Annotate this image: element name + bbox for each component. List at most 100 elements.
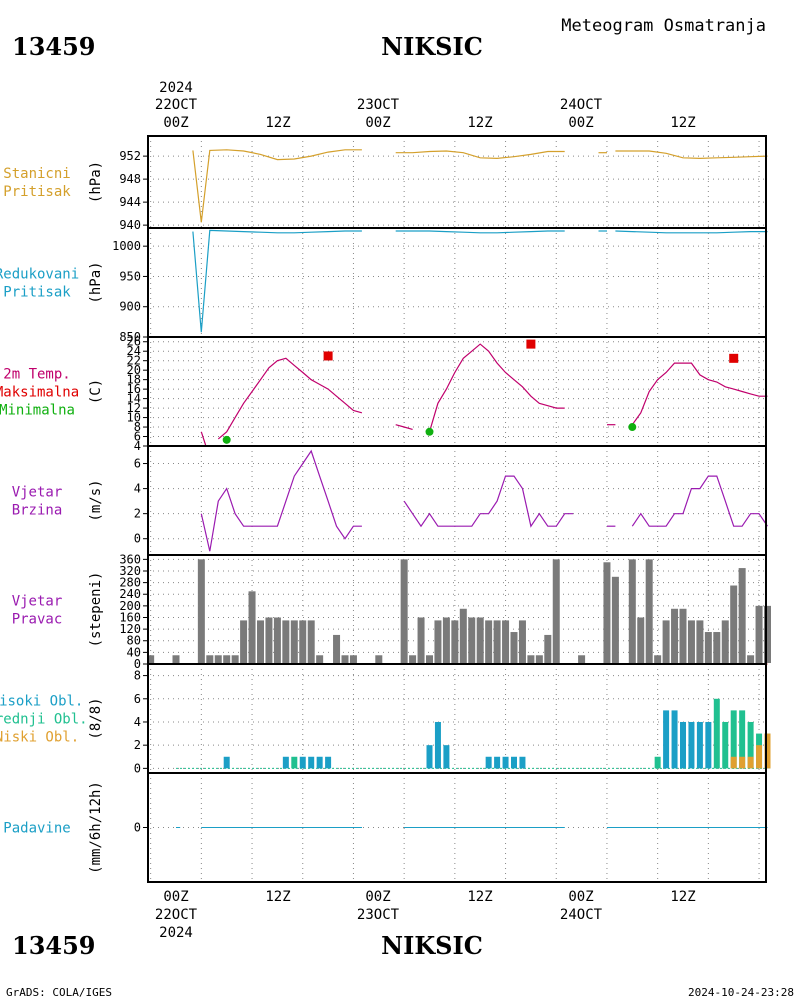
bottom-hour-2: 12Z — [265, 889, 290, 905]
top-date-2: 23OCT — [357, 97, 400, 113]
y-tick-label: 940 — [119, 218, 141, 232]
footer-timestamp: 2024-10-24-23:28 — [688, 986, 794, 999]
panel-labels: 940 944 948 952 Stanicni Pritisak (hPa) 850 900 9… — [0, 149, 141, 874]
direction-bar — [307, 620, 315, 663]
series-line — [192, 229, 362, 333]
y-tick-label: 8 — [134, 669, 141, 683]
panel-oblaci — [176, 698, 771, 769]
direction-bar — [747, 655, 755, 663]
cloud-bar — [519, 756, 526, 769]
direction-bar — [578, 655, 586, 663]
min-temp-marker — [628, 423, 637, 432]
y-tick-label: 950 — [119, 269, 141, 283]
y-tick-label: 18 — [127, 373, 141, 387]
panel-redukovani — [192, 229, 768, 333]
series-line — [615, 230, 768, 234]
direction-bar — [671, 608, 679, 663]
bottom-date-2: 23OCT — [357, 907, 400, 923]
bottom-date-3: 24OCT — [560, 907, 603, 923]
station-id-bottom: 13459 — [12, 931, 96, 960]
cloud-bar — [764, 733, 771, 769]
station-name-bottom: NIKSIC — [381, 931, 483, 960]
y-tick-label: 1000 — [112, 239, 141, 253]
direction-bar — [240, 620, 248, 663]
panel-label-line: Srednji Obl. — [0, 712, 88, 728]
chart-subtitle: Meteogram Osmatranja — [561, 16, 766, 36]
direction-bar — [341, 655, 349, 663]
min-temp-marker — [222, 435, 231, 444]
y-tick-label: 280 — [119, 576, 141, 590]
top-hour-4: 12Z — [467, 115, 492, 131]
panel-label-line: Vjetar — [12, 594, 63, 610]
y-tick-label: 6 — [134, 430, 141, 444]
cloud-bar — [663, 710, 670, 769]
top-date-1: 22OCT — [155, 97, 198, 113]
direction-bar — [535, 655, 543, 663]
panel-label-line: Pravac — [12, 612, 63, 628]
direction-bar — [764, 605, 771, 663]
direction-bar — [375, 655, 383, 663]
direction-bar — [273, 617, 281, 663]
cloud-bar — [739, 710, 746, 769]
cloud-bar — [671, 710, 678, 769]
bottom-date-1: 22OCT — [155, 907, 198, 923]
panel-unit-label: (m/s) — [88, 479, 104, 521]
direction-bar — [730, 585, 738, 663]
cloud-bar — [308, 756, 315, 769]
y-tick-label: 850 — [119, 330, 141, 344]
panel-dividers — [148, 227, 766, 774]
panel-label-line: Minimalna — [0, 403, 75, 419]
panel-label-line: Pritisak — [3, 184, 71, 200]
y-tick-label: 8 — [134, 420, 141, 434]
max-temp-marker — [729, 353, 739, 363]
panel-unit-label: (hPa) — [88, 261, 104, 303]
panel-label-line: 2m Temp. — [3, 367, 70, 383]
direction-bar — [502, 620, 510, 663]
y-tick-label: 40 — [127, 645, 141, 659]
direction-bar — [662, 620, 670, 663]
direction-bar — [679, 608, 687, 663]
bottom-hour-5: 00Z — [568, 889, 593, 905]
y-tick-label: 26 — [127, 335, 141, 349]
direction-bar — [349, 655, 357, 663]
direction-bar — [206, 655, 214, 663]
panel-label-line: Visoki Obl. — [0, 694, 83, 710]
panel-unit-label: (8/8) — [88, 697, 104, 739]
cloud-bar — [688, 721, 695, 769]
direction-bar — [518, 620, 526, 663]
plot-marks — [147, 149, 771, 828]
cloud-bar — [730, 756, 737, 769]
y-tick-label: 20 — [127, 363, 141, 377]
y-tick-label: 80 — [127, 634, 141, 648]
cloud-bar — [291, 756, 298, 769]
panel-pravac — [147, 559, 771, 665]
y-tick-label: 4 — [134, 482, 141, 496]
cloud-bar — [705, 721, 712, 769]
y-tick-label: 240 — [119, 587, 141, 601]
max-temp-marker — [323, 351, 333, 361]
series-line — [200, 449, 362, 552]
direction-bar — [687, 620, 695, 663]
cloud-bar — [739, 756, 746, 769]
top-year: 2024 — [159, 80, 193, 96]
y-tick-label: 900 — [119, 300, 141, 314]
direction-bar — [704, 632, 712, 663]
panel-label-line: Stanicni — [3, 166, 70, 182]
direction-bar — [713, 632, 721, 663]
y-tick-label: 952 — [119, 149, 141, 163]
direction-bar — [603, 562, 611, 663]
y-tick-label: 6 — [134, 457, 141, 471]
cloud-bar — [730, 710, 737, 769]
panel-temp — [200, 339, 768, 446]
plot-frame — [147, 135, 767, 883]
panel-brzina — [200, 449, 768, 552]
direction-bar — [611, 576, 619, 663]
y-tick-label: 200 — [119, 599, 141, 613]
bottom-year: 2024 — [159, 925, 193, 941]
series-line — [395, 230, 565, 234]
y-tick-label: 4 — [134, 439, 141, 453]
series-line — [200, 431, 207, 446]
cloud-bar — [722, 721, 729, 769]
direction-bar — [316, 655, 324, 663]
top-hour-5: 00Z — [568, 115, 593, 131]
